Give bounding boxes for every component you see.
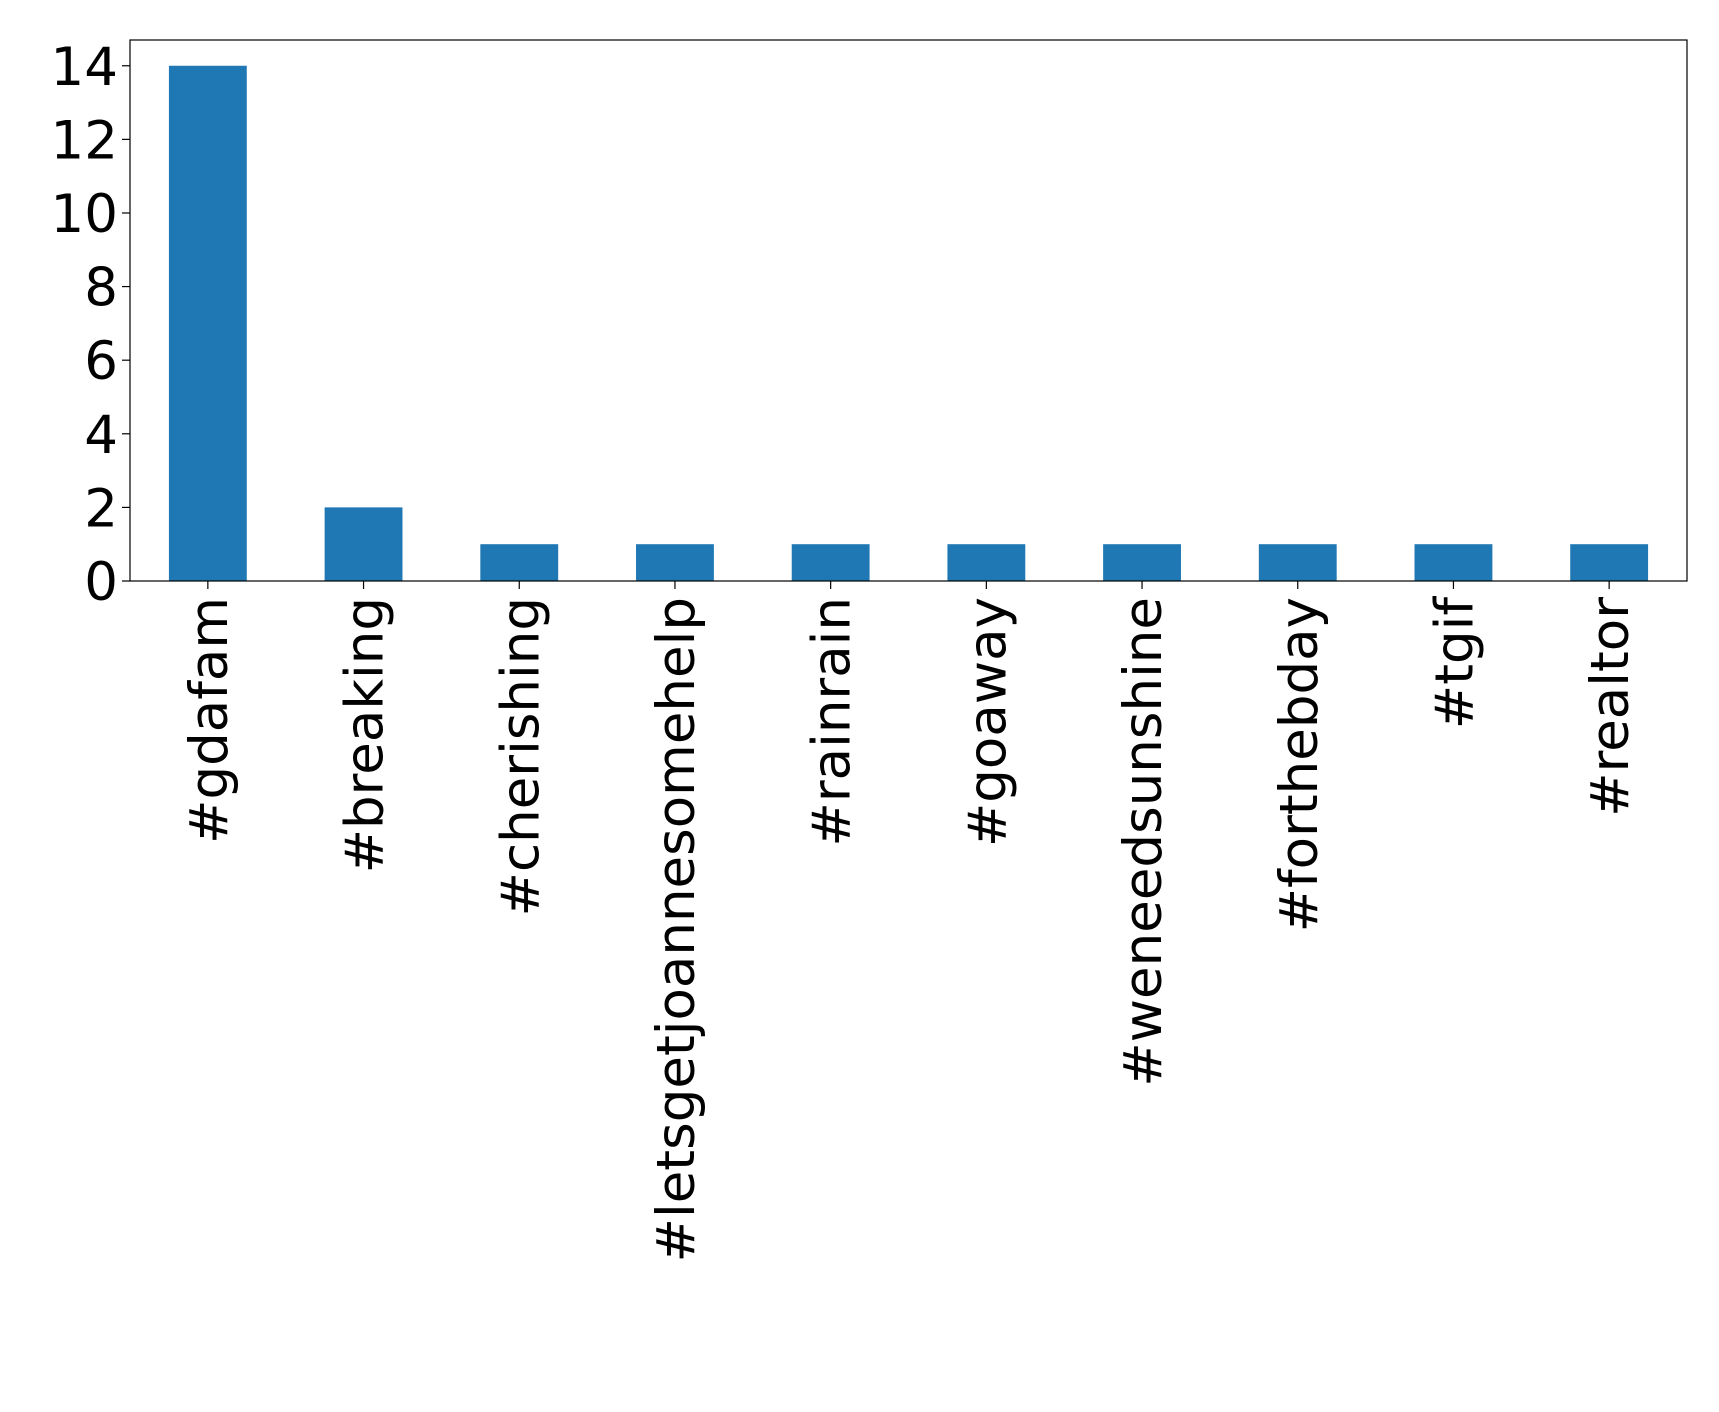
y-tick-label: 14: [51, 37, 118, 98]
y-tick-label: 6: [84, 331, 118, 392]
x-tick-label: #weneedsunshine: [1113, 597, 1174, 1087]
bar: [1258, 544, 1337, 581]
y-tick-label: 10: [51, 184, 118, 245]
bar: [480, 544, 559, 581]
x-tick-label: #gdafam: [179, 597, 240, 844]
y-tick-label: 4: [84, 405, 118, 466]
x-tick-label: #cherishing: [490, 597, 551, 916]
y-tick-label: 2: [84, 478, 118, 539]
bar: [947, 544, 1026, 581]
x-tick-label: #rainrain: [802, 597, 863, 847]
x-tick-label: #breaking: [335, 597, 396, 873]
bar: [1414, 544, 1493, 581]
x-tick-label: #tgif: [1424, 596, 1485, 730]
x-tick-label: #goaway: [957, 597, 1018, 847]
y-tick-label: 8: [84, 258, 118, 319]
bar: [324, 507, 403, 581]
bar: [168, 65, 247, 581]
x-tick-label: #forthebday: [1269, 597, 1330, 932]
bar: [791, 544, 870, 581]
bar: [1103, 544, 1181, 581]
bar: [1570, 544, 1649, 581]
x-tick-label: #letsgetjoannesomehelp: [646, 597, 707, 1262]
y-tick-label: 0: [84, 552, 118, 613]
bar: [636, 544, 714, 581]
plot-frame: [129, 39, 1688, 582]
y-tick-label: 12: [51, 110, 118, 171]
x-tick-label: #realtor: [1580, 597, 1641, 817]
